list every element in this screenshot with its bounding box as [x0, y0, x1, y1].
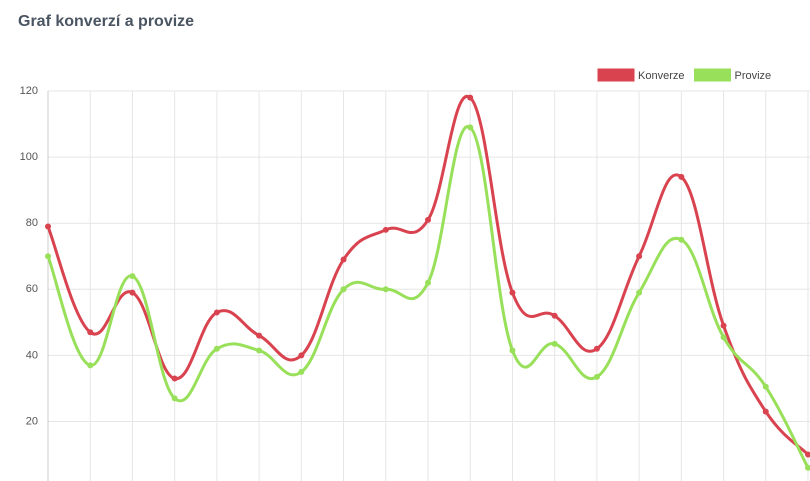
point [720, 334, 727, 341]
point [382, 226, 389, 233]
point [551, 312, 558, 319]
y-tick-label: 100 [20, 151, 38, 163]
point [298, 368, 305, 375]
point [256, 332, 263, 339]
point [87, 329, 94, 336]
point [805, 451, 810, 458]
legend-swatch [693, 68, 731, 82]
series-line [46, 125, 810, 469]
point [678, 236, 685, 243]
point [636, 253, 643, 260]
point [129, 273, 136, 280]
point [805, 464, 810, 471]
point [509, 289, 516, 296]
point [509, 347, 516, 354]
point [551, 340, 558, 347]
point [425, 279, 431, 286]
point [762, 408, 769, 415]
y-tick-label: 60 [26, 283, 38, 295]
point [678, 173, 685, 180]
legend-swatch [597, 68, 635, 82]
y-tick-label: 20 [26, 415, 38, 427]
point [298, 352, 305, 359]
point [593, 345, 600, 352]
point [213, 345, 220, 352]
point [762, 383, 769, 390]
y-tick-label: 80 [26, 217, 38, 229]
point [425, 216, 431, 223]
point [256, 347, 263, 354]
legend-label: Provize [734, 70, 771, 82]
point [45, 223, 51, 230]
point [720, 322, 727, 329]
legend-label: Konverze [638, 70, 684, 82]
point [340, 286, 347, 293]
point [45, 253, 51, 260]
point [129, 289, 136, 296]
point [340, 256, 347, 263]
point [467, 94, 474, 101]
point [87, 362, 94, 369]
point [382, 286, 389, 293]
point [636, 289, 643, 296]
point [593, 373, 600, 380]
point [467, 124, 474, 131]
chart-title: Graf konverzí a provize [18, 13, 194, 30]
point [213, 309, 220, 316]
y-tick-label: 120 [20, 85, 38, 97]
point [171, 375, 178, 382]
point [171, 395, 178, 402]
y-tick-label: 40 [26, 349, 38, 361]
